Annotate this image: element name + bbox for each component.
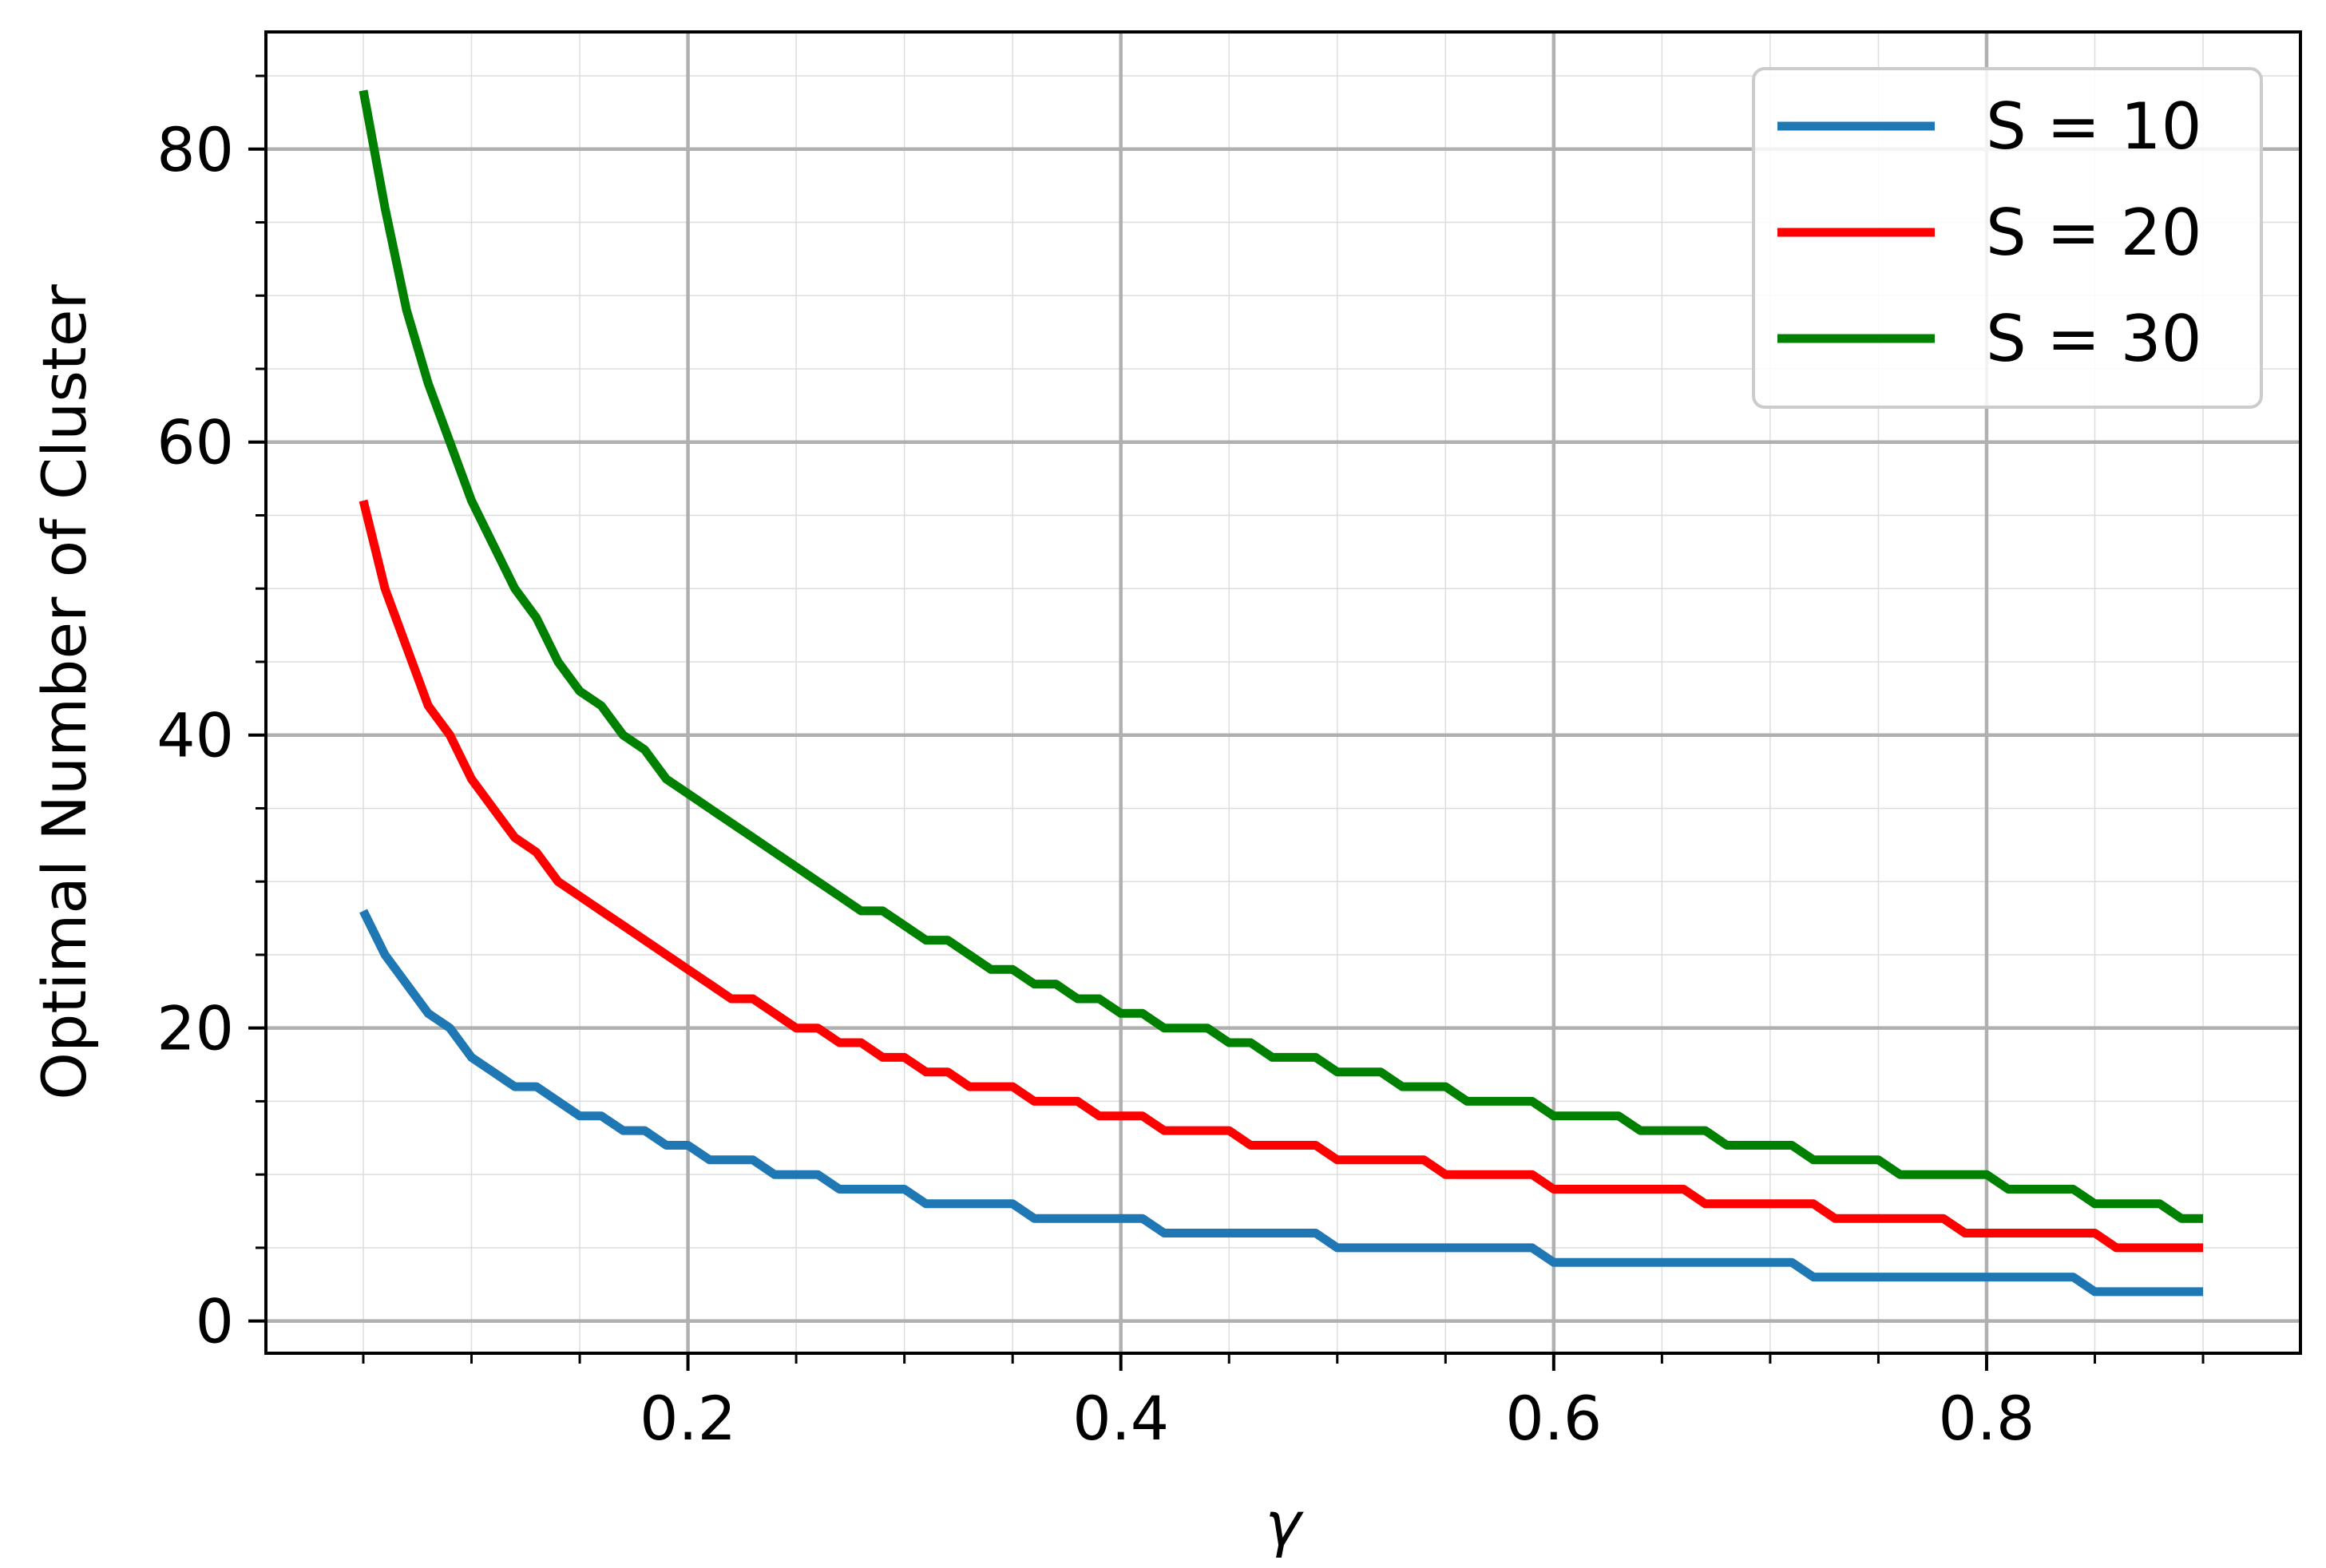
y-tick-label: 40 <box>157 700 234 771</box>
series-line-s2 <box>359 499 2203 1253</box>
legend-label: S = 10 <box>1986 89 2201 164</box>
x-tick-label: 0.2 <box>640 1383 736 1454</box>
y-axis-label: Optimal Number of Cluster <box>29 284 100 1100</box>
y-tick-label: 0 <box>196 1286 234 1357</box>
y-tick-label: 80 <box>157 114 234 185</box>
legend-box <box>1752 67 2263 409</box>
y-tick-label: 20 <box>157 993 234 1064</box>
axis-ticks <box>248 74 2205 1371</box>
series-line-s3 <box>359 89 2203 1223</box>
y-tick-label: 60 <box>157 407 234 478</box>
series-line-s1 <box>359 909 2203 1297</box>
x-tick-label: 0.8 <box>1939 1383 2035 1454</box>
tick-labels: 0.2 0.4 0.6 0.8 0 20 40 60 80 <box>157 114 2035 1454</box>
plot-frame <box>264 30 2302 1355</box>
x-tick-label: 0.6 <box>1505 1383 1602 1454</box>
x-tick-label: 0.4 <box>1072 1383 1169 1454</box>
legend-label: S = 20 <box>1986 196 2201 270</box>
series-layer <box>359 89 2203 1297</box>
legend: S = 10 S = 20 S = 30 <box>1752 67 2263 409</box>
legend-label: S = 30 <box>1986 302 2201 376</box>
x-axis-label: γ <box>1266 1488 1305 1559</box>
